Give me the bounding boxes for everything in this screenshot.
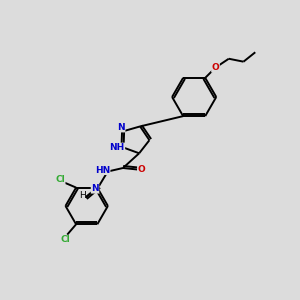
Text: N: N (117, 123, 125, 132)
Text: Cl: Cl (55, 175, 65, 184)
Text: Cl: Cl (61, 236, 71, 244)
Text: N: N (91, 184, 99, 193)
Text: HN: HN (95, 166, 110, 175)
Text: H: H (79, 191, 86, 200)
Text: NH: NH (110, 143, 125, 152)
Text: O: O (212, 63, 219, 72)
Text: O: O (138, 165, 146, 174)
